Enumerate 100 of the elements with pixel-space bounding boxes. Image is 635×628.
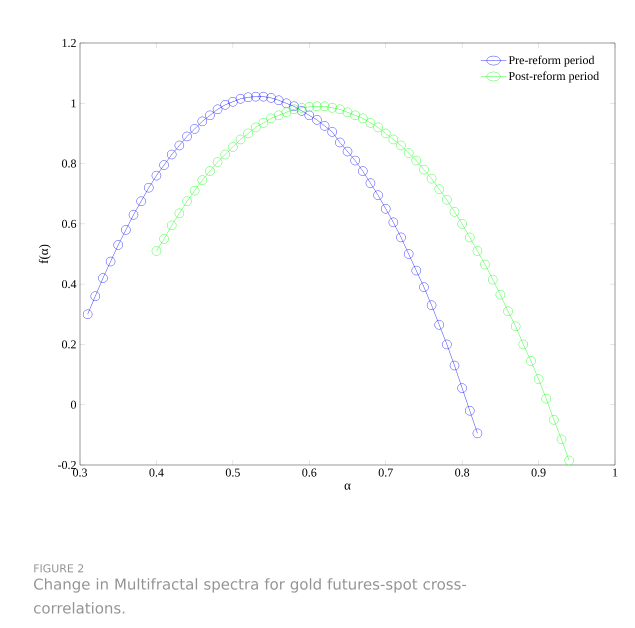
point [282, 108, 292, 118]
point [442, 195, 452, 204]
point [182, 132, 192, 142]
point [182, 196, 192, 206]
point [159, 234, 169, 244]
point [366, 118, 376, 128]
point [98, 273, 108, 283]
point [342, 108, 352, 118]
point [426, 300, 436, 310]
y-tick-label: 0.4 [62, 280, 76, 288]
point [243, 128, 253, 138]
point [228, 142, 238, 152]
point [396, 232, 406, 242]
point [106, 256, 116, 266]
point [312, 102, 322, 111]
point [198, 175, 207, 185]
y-tick-label: -0.2 [58, 460, 76, 470]
point [358, 114, 368, 124]
point [243, 92, 253, 102]
point [381, 204, 390, 214]
point [289, 104, 299, 114]
point [174, 208, 184, 218]
legend-label: Pre-reform period [508, 56, 594, 67]
point [304, 102, 314, 112]
x-tick-label: 1 [613, 468, 618, 476]
point [526, 356, 536, 366]
point [82, 310, 92, 319]
point [274, 96, 284, 105]
point [289, 102, 299, 111]
point [426, 174, 436, 184]
point [472, 246, 482, 256]
y-tick-label: 1.2 [62, 38, 76, 48]
point [434, 184, 444, 194]
point [373, 122, 383, 132]
point [556, 434, 566, 444]
point [328, 103, 337, 113]
y-tick-label: 0.6 [62, 220, 76, 228]
point [328, 127, 337, 137]
point [358, 166, 368, 176]
point [205, 110, 215, 120]
point [114, 240, 123, 250]
caption: FIGURE 2 [34, 564, 84, 572]
x-tick-label: 0.3 [72, 468, 88, 477]
point [205, 166, 215, 176]
point [121, 225, 131, 235]
point [450, 207, 460, 216]
point [90, 291, 100, 301]
point [480, 260, 490, 270]
point [396, 140, 406, 150]
point [542, 394, 551, 404]
point [167, 220, 176, 230]
point [465, 232, 474, 242]
point [465, 406, 474, 416]
point [312, 115, 322, 125]
point [190, 124, 200, 134]
point [198, 116, 207, 126]
point [258, 118, 268, 128]
point [488, 274, 498, 284]
point [236, 94, 246, 104]
point [228, 97, 238, 106]
point [434, 320, 444, 330]
point [472, 428, 482, 438]
point [350, 156, 360, 166]
point [350, 110, 360, 120]
point [320, 102, 330, 111]
point [152, 246, 162, 256]
point [212, 104, 222, 114]
point [266, 93, 276, 103]
text: Change in Multifractal spectra for gold futures-spot cross-correlations. [34, 578, 466, 614]
point [510, 322, 520, 332]
point [251, 122, 260, 132]
point [128, 210, 138, 220]
point [518, 340, 528, 350]
legend-label: Post-reform period [508, 72, 599, 82]
point [174, 140, 184, 150]
x-axis-title: α [344, 483, 351, 490]
point [404, 148, 414, 158]
point [304, 110, 314, 120]
point [296, 106, 306, 116]
point [419, 282, 429, 292]
point [388, 218, 398, 228]
point [450, 360, 460, 370]
point [159, 160, 169, 170]
point [412, 156, 421, 166]
point [564, 456, 574, 466]
point [258, 92, 268, 102]
x-tick-label: 0.7 [378, 468, 393, 477]
point [457, 219, 467, 229]
point [381, 128, 390, 138]
y-tick-label: 0.2 [62, 340, 76, 348]
point [212, 157, 222, 167]
point [419, 164, 429, 174]
point [144, 182, 154, 192]
point [266, 114, 276, 124]
point [190, 186, 200, 196]
point [282, 98, 292, 108]
point [136, 196, 146, 206]
x-tick-label: 0.6 [302, 468, 316, 477]
point [503, 306, 513, 316]
point [236, 134, 246, 144]
